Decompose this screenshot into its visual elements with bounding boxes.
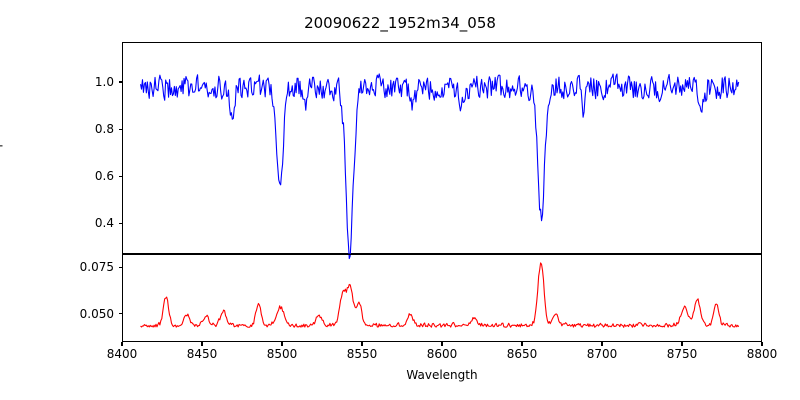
y-tick-mark: [118, 313, 122, 315]
y-tick-label: 0.4: [94, 216, 114, 231]
error-line: [140, 262, 740, 328]
page-title: 20090622_1952m34_058: [304, 14, 496, 32]
error-plot-area: [122, 254, 762, 342]
x-tick-label: 8400: [106, 347, 138, 361]
y-tick-label: 1.0: [94, 75, 114, 90]
x-tick-label: 8500: [266, 347, 298, 361]
y-tick-mark: [118, 222, 122, 224]
error-axis-label: Error: [0, 283, 3, 313]
x-tick-label: 8700: [586, 347, 618, 361]
x-tick-label: 8750: [666, 347, 698, 361]
y-tick-mark: [118, 81, 122, 83]
y-tick-label: 0.8: [94, 122, 114, 137]
x-tick-mark: [281, 342, 283, 346]
y-tick-label: 0.075: [79, 260, 114, 275]
y-tick-label: 0.050: [79, 306, 114, 321]
spectrum-series-svg: [140, 73, 740, 260]
x-tick-mark: [761, 342, 763, 346]
x-tick-label: 8450: [186, 347, 218, 361]
spectrum-line: [140, 73, 740, 260]
x-tick-label: 8600: [426, 347, 458, 361]
y-tick-mark: [118, 266, 122, 268]
y-tick-mark: [118, 128, 122, 130]
spectrum-axis-label: Spectrum: [0, 96, 3, 156]
x-axis-label: Wavelength: [406, 368, 478, 382]
x-tick-mark: [681, 342, 683, 346]
x-tick-mark: [441, 342, 443, 346]
x-tick-mark: [521, 342, 523, 346]
x-tick-label: 8800: [746, 347, 778, 361]
x-tick-mark: [361, 342, 363, 346]
y-tick-mark: [118, 175, 122, 177]
x-tick-label: 8650: [506, 347, 538, 361]
error-series-svg: [140, 262, 740, 328]
spectrum-plot-area: [122, 42, 762, 260]
x-tick-mark: [201, 342, 203, 346]
x-tick-mark: [601, 342, 603, 346]
x-tick-mark: [121, 342, 123, 346]
x-tick-label: 8550: [346, 347, 378, 361]
y-tick-label: 0.6: [94, 169, 114, 184]
